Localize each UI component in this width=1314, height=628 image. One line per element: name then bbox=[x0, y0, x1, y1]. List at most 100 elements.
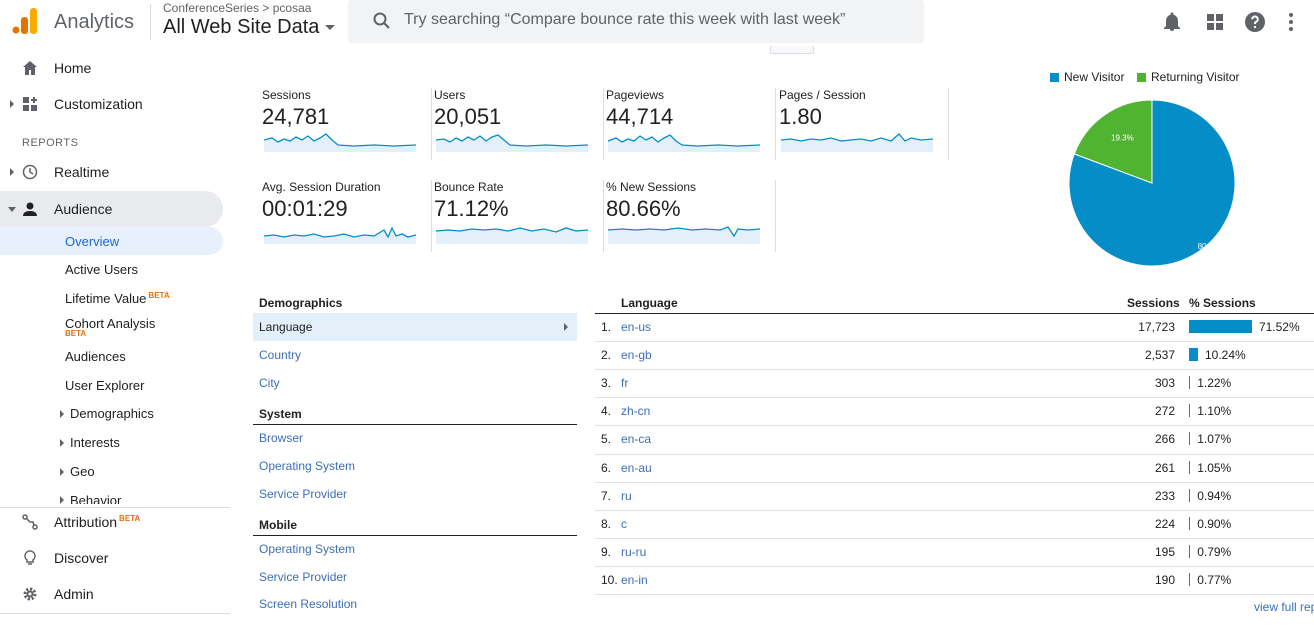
nav-audience[interactable]: Audience bbox=[0, 191, 230, 227]
metric-sessions[interactable]: Sessions 24,781 bbox=[262, 88, 432, 160]
pct-sessions-value: 1.07% bbox=[1197, 432, 1232, 447]
language-link[interactable]: en-ca bbox=[621, 432, 652, 447]
pct-sessions-value: 1.10% bbox=[1197, 404, 1232, 419]
new-sessions-sparkline bbox=[608, 226, 760, 244]
row-number: 4. bbox=[601, 404, 612, 419]
sessions-value: 272 bbox=[1154, 404, 1175, 419]
nav-behavior[interactable]: Behavior bbox=[70, 493, 122, 504]
customization-icon bbox=[23, 97, 37, 111]
expand-arrow-icon bbox=[60, 439, 64, 447]
demo-link-mobile-service-provider[interactable]: Service Provider bbox=[259, 570, 348, 584]
language-link[interactable]: ru-ru bbox=[621, 544, 647, 559]
metric-pageviews[interactable]: Pageviews 44,714 bbox=[606, 88, 776, 160]
legend-label: Returning Visitor bbox=[1151, 70, 1240, 84]
nav-overview[interactable]: Overview bbox=[65, 234, 120, 249]
view-full-report-link[interactable]: view full report bbox=[1254, 600, 1314, 614]
language-link[interactable]: en-gb bbox=[621, 348, 652, 363]
metric-avg-session-duration[interactable]: Avg. Session Duration 00:01:29 bbox=[262, 180, 432, 252]
demo-link-country[interactable]: Country bbox=[259, 348, 302, 362]
nav-interests[interactable]: Interests bbox=[70, 435, 120, 450]
pct-sessions-bar bbox=[1189, 376, 1191, 390]
language-link[interactable]: en-au bbox=[621, 460, 652, 475]
search-input[interactable] bbox=[404, 11, 904, 29]
mobile-title: Mobile bbox=[259, 518, 297, 532]
nav-realtime[interactable]: Realtime bbox=[0, 154, 230, 190]
pie-slice-label: 80.7% bbox=[1198, 242, 1221, 251]
language-link[interactable]: en-us bbox=[621, 320, 652, 334]
nav-user-explorer[interactable]: User Explorer bbox=[65, 378, 145, 393]
language-link[interactable]: ru bbox=[621, 488, 632, 503]
demo-link-operating-system[interactable]: Operating System bbox=[259, 459, 356, 473]
lifetime-value-label: Lifetime Value bbox=[65, 291, 147, 306]
legend-new-visitor: New Visitor bbox=[1050, 70, 1124, 84]
sessions-value: 266 bbox=[1154, 432, 1175, 447]
sessions-value: 195 bbox=[1154, 544, 1175, 559]
nav-customization[interactable]: Customization bbox=[0, 86, 230, 122]
date-range-handle[interactable] bbox=[770, 46, 814, 54]
nav-attribution-label: Attribution BETA bbox=[54, 514, 140, 530]
nav-audience-label: Audience bbox=[54, 201, 113, 217]
sidebar-separator bbox=[0, 613, 230, 614]
pct-sessions-value: 71.52% bbox=[1258, 320, 1300, 334]
expand-arrow-icon bbox=[10, 168, 14, 176]
demo-link-city[interactable]: City bbox=[259, 376, 280, 390]
nav-demographics[interactable]: Demographics bbox=[70, 406, 154, 421]
nav-attribution[interactable]: Attribution BETA bbox=[0, 504, 230, 540]
language-link[interactable]: en-in bbox=[621, 572, 648, 587]
sessions-value: 303 bbox=[1154, 376, 1175, 391]
nav-geo[interactable]: Geo bbox=[70, 464, 95, 479]
attribution-icon bbox=[22, 514, 38, 530]
legend-returning-visitor: Returning Visitor bbox=[1137, 70, 1240, 84]
metric-bounce-rate[interactable]: Bounce Rate 71.12% bbox=[434, 180, 604, 252]
pie-slice-returning-visitor[interactable] bbox=[1073, 99, 1153, 184]
demo-link-service-provider[interactable]: Service Provider bbox=[259, 487, 348, 501]
nav-active-users[interactable]: Active Users bbox=[65, 262, 138, 277]
metric-users[interactable]: Users 20,051 bbox=[434, 88, 604, 160]
visitor-type-pie-chart[interactable]: 80.7% 19.3% bbox=[1062, 93, 1242, 273]
legend-swatch bbox=[1137, 73, 1146, 82]
pct-sessions-bar bbox=[1189, 488, 1191, 502]
metric-label: Bounce Rate bbox=[434, 180, 504, 194]
nav-lifetime-value[interactable]: Lifetime Value BETA bbox=[65, 291, 170, 306]
search-box[interactable] bbox=[348, 0, 924, 43]
property-selector[interactable]: All Web Site Data bbox=[163, 16, 336, 39]
metric-value: 80.66% bbox=[606, 196, 681, 221]
nav-discover[interactable]: Discover bbox=[0, 540, 230, 576]
person-icon bbox=[23, 202, 37, 216]
nav-audiences[interactable]: Audiences bbox=[65, 349, 126, 364]
help-icon[interactable] bbox=[1243, 10, 1267, 34]
metric-value: 44,714 bbox=[606, 104, 674, 129]
col-header-sessions[interactable]: Sessions bbox=[1127, 296, 1180, 310]
expand-arrow-icon bbox=[60, 410, 64, 418]
sessions-value: 224 bbox=[1154, 516, 1175, 531]
language-link[interactable]: c bbox=[621, 516, 627, 531]
language-link[interactable]: fr bbox=[621, 376, 629, 391]
col-header-language: Language bbox=[621, 296, 678, 310]
nav-home[interactable]: Home bbox=[0, 50, 230, 86]
caret-down-icon bbox=[325, 25, 336, 31]
sidebar: Home Customization REPORTS Realtime Audi… bbox=[0, 46, 244, 628]
header-divider bbox=[150, 4, 151, 40]
metric-pages-per-session[interactable]: Pages / Session 1.80 bbox=[779, 88, 949, 160]
language-link[interactable]: zh-cn bbox=[621, 404, 651, 419]
sessions-value: 190 bbox=[1154, 572, 1175, 587]
account-breadcrumb[interactable]: ConferenceSeries > pcosaa bbox=[163, 1, 312, 15]
system-title: System bbox=[259, 407, 302, 421]
notifications-bell-icon[interactable] bbox=[1160, 10, 1184, 34]
demo-link-screen-resolution[interactable]: Screen Resolution bbox=[259, 597, 358, 611]
apps-grid-icon[interactable] bbox=[1203, 10, 1227, 34]
app-name: Analytics bbox=[54, 11, 135, 33]
metric-new-sessions[interactable]: % New Sessions 80.66% bbox=[606, 180, 776, 252]
nav-admin[interactable]: Admin bbox=[0, 576, 230, 612]
nav-cohort-analysis[interactable]: Cohort Analysis bbox=[65, 316, 156, 331]
demo-link-mobile-os[interactable]: Operating System bbox=[259, 542, 356, 556]
demo-link-browser[interactable]: Browser bbox=[259, 431, 304, 445]
demo-link-language[interactable]: Language bbox=[259, 320, 313, 334]
analytics-logo-icon[interactable] bbox=[12, 8, 38, 34]
pie-slice-new-visitor[interactable] bbox=[1068, 99, 1236, 267]
more-vert-icon[interactable] bbox=[1279, 10, 1303, 34]
col-header-pct-sessions[interactable]: % Sessions bbox=[1189, 296, 1256, 310]
chevron-right-icon bbox=[564, 323, 568, 331]
nav-admin-label: Admin bbox=[54, 586, 94, 602]
row-divider bbox=[595, 594, 1314, 595]
